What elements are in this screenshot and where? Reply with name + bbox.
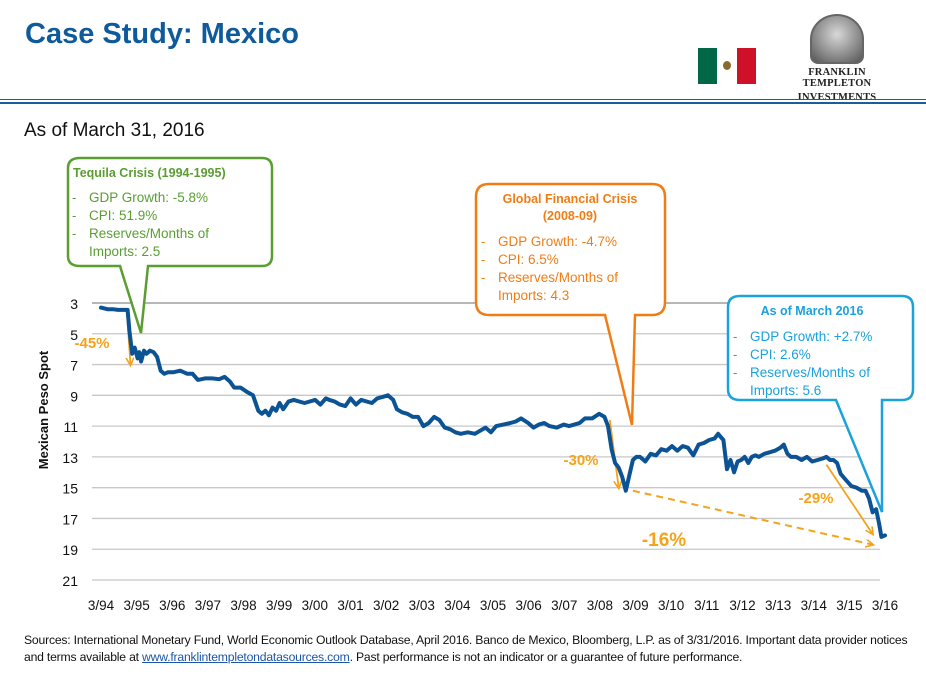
callout-item: Reserves/Months of	[498, 270, 618, 285]
annotation-label: -30%	[563, 452, 598, 469]
callout-item: Reserves/Months of	[750, 365, 870, 380]
logo-line1: FRANKLIN TEMPLETON	[802, 67, 872, 89]
callout-gfc-title-line2: (2008-09)	[543, 209, 597, 223]
callout-item: CPI: 51.9%	[89, 208, 157, 223]
callout-march2016-bubble	[726, 294, 915, 513]
x-tick-label: 3/09	[622, 598, 648, 613]
bullet-dash: -	[733, 365, 737, 380]
bullet-dash: -	[733, 329, 737, 344]
y-tick-label: 5	[70, 327, 78, 343]
y-tick-label: 17	[62, 511, 78, 527]
y-tick-label: 11	[63, 419, 78, 435]
x-tick-label: 3/06	[515, 598, 541, 613]
callout-march2016-items: - GDP Growth: +2.7%- CPI: 2.6%- Reserves/Mo…	[733, 329, 872, 398]
x-tick-label: 3/05	[480, 598, 506, 613]
callout-gfc-items: - GDP Growth: -4.7%- CPI: 6.5%- Reserves/Mo…	[481, 234, 618, 303]
x-tick-label: 3/00	[302, 598, 328, 613]
x-tick-label: 3/15	[836, 598, 862, 613]
callout-tequila-title: Tequila Crisis (1994-1995)	[73, 166, 226, 180]
callout-tequila-items: - GDP Growth: -5.8%- CPI: 51.9%- Reserves/M…	[72, 190, 209, 259]
callout-item: GDP Growth: -4.7%	[498, 234, 617, 249]
logo-line2: INVESTMENTS	[797, 92, 877, 103]
y-tick-label: 21	[62, 573, 78, 589]
callout-item: Reserves/Months of	[89, 226, 209, 241]
annotation-label: -16%	[642, 530, 686, 551]
x-tick-label: 3/96	[159, 598, 185, 613]
sources-footnote: Sources: International Monetary Fund, Wo…	[24, 632, 914, 666]
franklin-portrait-icon	[810, 14, 864, 64]
y-tick-label: 15	[62, 481, 78, 497]
callout-item: CPI: 2.6%	[750, 347, 811, 362]
flag-stripe-red	[736, 48, 756, 84]
header-divider-thin	[0, 99, 926, 100]
x-tick-label: 3/95	[123, 598, 149, 613]
x-tick-label: 3/16	[872, 598, 898, 613]
x-tick-label: 3/94	[88, 598, 115, 613]
x-tick-label: 3/97	[195, 598, 221, 613]
bullet-dash: -	[481, 252, 485, 267]
callout-item: Imports: 4.3	[498, 288, 569, 303]
callout-march2016: As of March 2016 - GDP Growth: +2.7%- CPI:…	[726, 294, 915, 513]
callout-gfc-bubble	[474, 182, 667, 426]
as-of-date: As of March 31, 2016	[24, 120, 205, 141]
annotation-label: -45%	[74, 335, 109, 352]
flag-emblem-icon	[723, 61, 732, 70]
x-tick-label: 3/12	[729, 598, 755, 613]
mexico-flag-icon	[698, 48, 756, 84]
x-tick-label: 3/01	[337, 598, 363, 613]
series-line-peso-spot	[99, 305, 887, 539]
y-tick-label: 9	[70, 388, 78, 404]
callout-tequila: Tequila Crisis (1994-1995) - GDP Growth: …	[66, 156, 274, 334]
x-tick-label: 3/99	[266, 598, 292, 613]
x-tick-label: 3/11	[694, 598, 719, 613]
annotation-arrow	[632, 489, 873, 545]
bullet-dash: -	[72, 208, 76, 223]
x-tick-label: 3/98	[230, 598, 256, 613]
x-tick-label: 3/03	[409, 598, 435, 613]
y-tick-label: 3	[70, 296, 78, 312]
header-divider-thick	[0, 102, 926, 104]
y-tick-label: 7	[70, 358, 78, 374]
y-tick-labels: 3 5 7 9 11 13 15 17 19 21	[62, 296, 78, 589]
callout-gfc-title-line1: Global Financial Crisis	[503, 192, 638, 206]
y-tick-label: 13	[62, 450, 78, 466]
y-axis-label: Mexican Peso Spot	[36, 350, 51, 469]
x-tick-label: 3/02	[373, 598, 399, 613]
annotation-arrow	[825, 464, 872, 534]
callout-item: CPI: 6.5%	[498, 252, 559, 267]
x-tick-label: 3/07	[551, 598, 577, 613]
callout-march2016-title: As of March 2016	[761, 304, 864, 318]
callout-item: GDP Growth: -5.8%	[89, 190, 208, 205]
flag-stripe-green	[698, 48, 718, 84]
bullet-dash: -	[481, 234, 485, 249]
footnote-text-1: Sources: International Monetary Fund, Wo…	[24, 633, 908, 664]
bullet-dash: -	[72, 190, 76, 205]
y-tick-label: 19	[62, 542, 78, 558]
datasources-link[interactable]: www.franklintempletondatasources.com	[142, 650, 350, 664]
bullet-dash: -	[72, 226, 76, 241]
annotation-label: -29%	[798, 490, 833, 507]
callout-tequila-bubble	[66, 156, 274, 334]
footnote-text-2: . Past performance is not an indicator o…	[349, 650, 743, 664]
franklin-templeton-logo: FRANKLIN TEMPLETON INVESTMENTS	[778, 14, 896, 103]
x-tick-label: 3/10	[658, 598, 684, 613]
bullet-dash: -	[733, 347, 737, 362]
callout-item: Imports: 2.5	[89, 244, 160, 259]
page-title: Case Study: Mexico	[25, 18, 299, 50]
x-tick-label: 3/04	[444, 598, 471, 613]
bullet-dash: -	[481, 270, 485, 285]
callout-gfc: Global Financial Crisis (2008-09) - GDP G…	[474, 182, 667, 426]
x-tick-label: 3/08	[587, 598, 613, 613]
x-tick-labels: 3/94 3/95 3/96 3/97 3/98 3/99 3/00 3/01 3/02 3/03…	[88, 598, 898, 613]
callout-item: Imports: 5.6	[750, 383, 821, 398]
flag-stripe-white	[717, 48, 737, 84]
x-tick-label: 3/14	[801, 598, 828, 613]
x-tick-label: 3/13	[765, 598, 791, 613]
callout-item: GDP Growth: +2.7%	[750, 329, 872, 344]
